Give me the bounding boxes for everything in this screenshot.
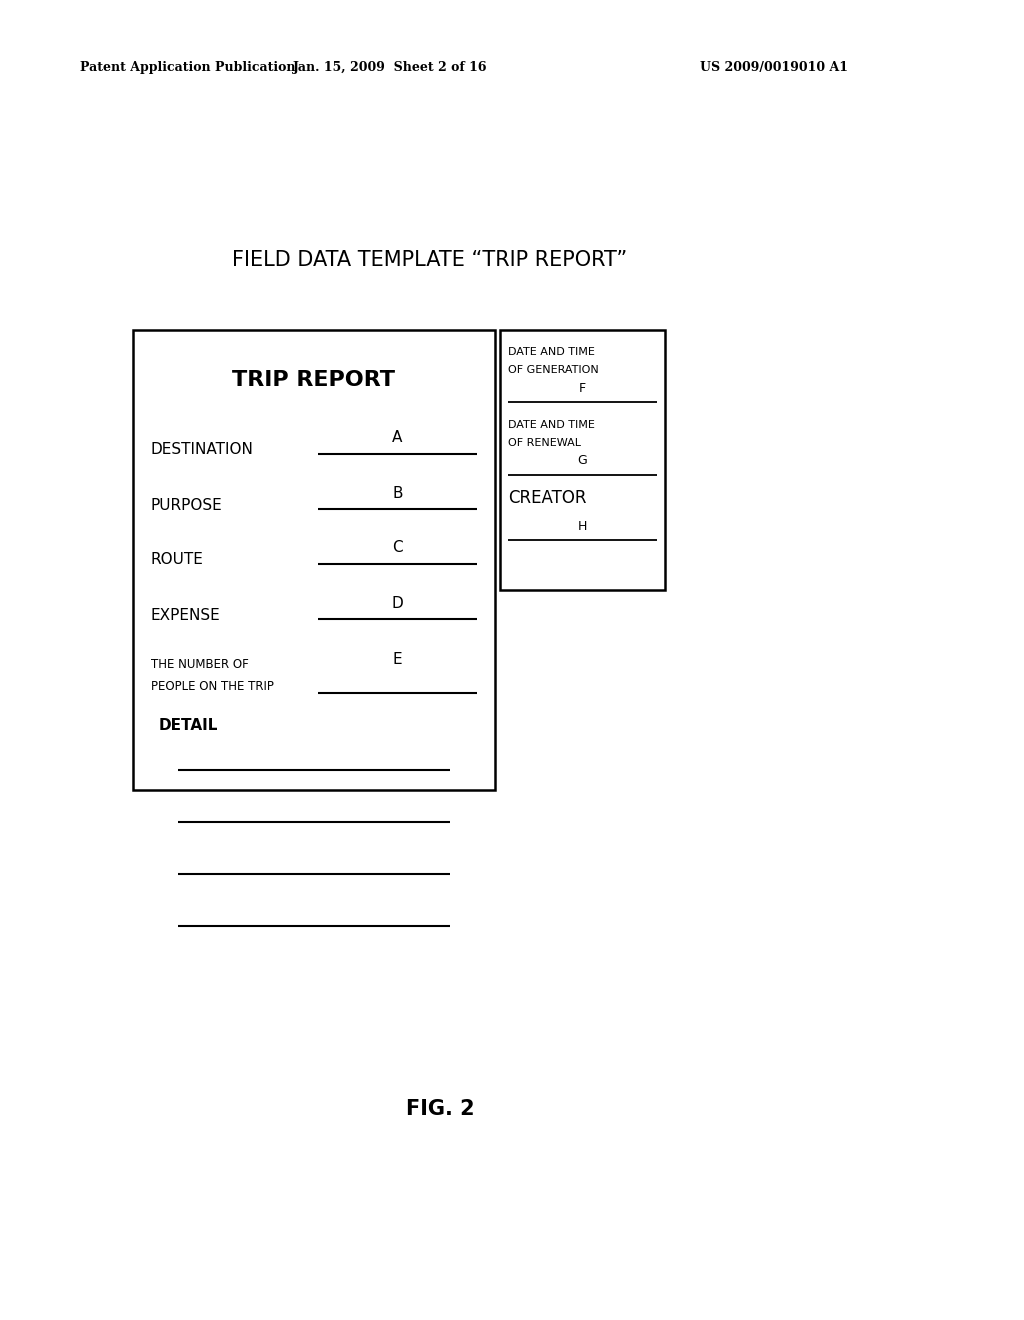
Text: FIG. 2: FIG. 2 xyxy=(406,1098,475,1119)
Bar xyxy=(500,330,665,590)
Text: US 2009/0019010 A1: US 2009/0019010 A1 xyxy=(700,62,848,74)
Text: DESTINATION: DESTINATION xyxy=(151,442,254,458)
Text: DETAIL: DETAIL xyxy=(159,718,218,733)
Text: B: B xyxy=(392,486,402,500)
Text: Jan. 15, 2009  Sheet 2 of 16: Jan. 15, 2009 Sheet 2 of 16 xyxy=(293,62,487,74)
Text: A: A xyxy=(392,430,402,446)
Text: Patent Application Publication: Patent Application Publication xyxy=(80,62,296,74)
Text: DATE AND TIME: DATE AND TIME xyxy=(508,420,595,430)
Text: F: F xyxy=(579,381,586,395)
Text: OF RENEWAL: OF RENEWAL xyxy=(508,438,581,447)
Text: DATE AND TIME: DATE AND TIME xyxy=(508,347,595,356)
Text: PURPOSE: PURPOSE xyxy=(151,498,223,512)
Text: ROUTE: ROUTE xyxy=(151,553,204,568)
Text: E: E xyxy=(392,652,402,668)
Text: THE NUMBER OF: THE NUMBER OF xyxy=(151,659,249,672)
Text: EXPENSE: EXPENSE xyxy=(151,607,221,623)
Text: H: H xyxy=(578,520,587,532)
Text: C: C xyxy=(392,540,402,556)
Text: G: G xyxy=(578,454,588,467)
Text: D: D xyxy=(391,595,403,610)
Text: FIELD DATA TEMPLATE “TRIP REPORT”: FIELD DATA TEMPLATE “TRIP REPORT” xyxy=(232,249,628,271)
Bar xyxy=(133,330,495,789)
Text: PEOPLE ON THE TRIP: PEOPLE ON THE TRIP xyxy=(151,681,273,693)
Text: OF GENERATION: OF GENERATION xyxy=(508,366,599,375)
Text: TRIP REPORT: TRIP REPORT xyxy=(232,370,395,389)
Text: CREATOR: CREATOR xyxy=(508,488,587,507)
